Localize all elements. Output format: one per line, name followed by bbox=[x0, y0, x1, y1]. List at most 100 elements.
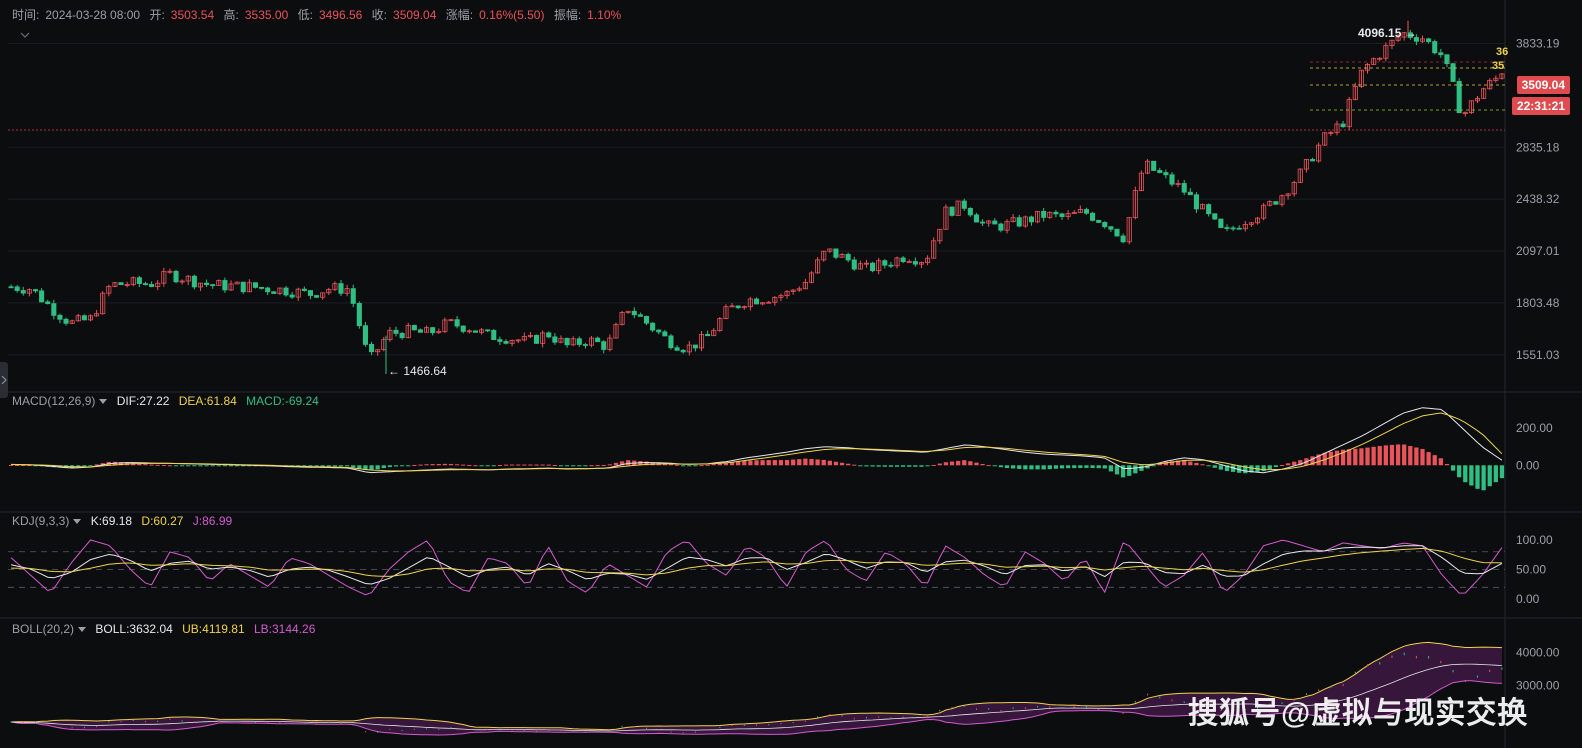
kdj-indicator-name[interactable]: KDJ(9,3,3) bbox=[12, 514, 70, 528]
boll-ub: UB:4119.81 bbox=[182, 622, 245, 636]
candle-body bbox=[448, 319, 454, 322]
macd-bar bbox=[88, 465, 93, 467]
candle-body bbox=[1212, 213, 1218, 220]
candle-body bbox=[717, 318, 723, 332]
candle-body bbox=[411, 325, 417, 331]
candle-body bbox=[1426, 38, 1432, 43]
boll-dropdown-icon[interactable] bbox=[78, 626, 87, 632]
macd-bar bbox=[797, 459, 802, 466]
candle-body bbox=[8, 286, 14, 289]
macd-bar bbox=[314, 465, 319, 467]
candle-body bbox=[662, 331, 668, 337]
macd-bar bbox=[913, 465, 918, 467]
candle-body bbox=[424, 327, 430, 333]
candle-body bbox=[955, 200, 961, 216]
candle-body bbox=[692, 344, 698, 349]
candle-body bbox=[1151, 160, 1157, 171]
macd-bar bbox=[791, 459, 796, 466]
macd-bar bbox=[467, 464, 472, 466]
boll-indicator-name[interactable]: BOLL(20,2) bbox=[12, 622, 75, 636]
macd-dropdown-icon[interactable] bbox=[99, 398, 108, 404]
arrow-right-icon: → bbox=[1404, 26, 1417, 40]
macd-bar bbox=[1010, 465, 1016, 469]
macd-bar bbox=[1432, 455, 1437, 466]
macd-bar bbox=[1322, 452, 1327, 466]
candle-body bbox=[222, 280, 228, 291]
macd-bar bbox=[901, 465, 906, 467]
macd-bar bbox=[357, 465, 362, 469]
candle-body bbox=[925, 257, 931, 264]
candle-body bbox=[350, 288, 356, 304]
macd-bar bbox=[344, 465, 350, 467]
kdj-tick-label: 50.00 bbox=[1516, 563, 1546, 577]
macd-bar bbox=[27, 465, 32, 467]
macd-bar bbox=[1017, 465, 1022, 469]
candle-body bbox=[1395, 36, 1401, 41]
candle-body bbox=[741, 306, 747, 309]
macd-bar bbox=[228, 465, 234, 467]
candle-body bbox=[399, 333, 405, 339]
candle-body bbox=[931, 240, 937, 259]
macd-bar bbox=[1023, 465, 1028, 470]
candle-body bbox=[472, 330, 478, 333]
collapse-chevron-icon[interactable] bbox=[20, 28, 30, 42]
macd-bar bbox=[1243, 465, 1248, 474]
candle-body bbox=[161, 271, 167, 284]
candle-body bbox=[1108, 226, 1114, 230]
candle-body bbox=[1389, 39, 1395, 46]
macd-tick-label: 0.00 bbox=[1516, 458, 1540, 472]
candle-body bbox=[778, 295, 784, 298]
candle-body bbox=[1285, 193, 1291, 197]
macd-bar bbox=[1206, 465, 1211, 467]
macd-bar bbox=[516, 464, 521, 466]
candle-body bbox=[497, 339, 503, 342]
kdj-d-line bbox=[11, 547, 1502, 577]
side-panel-handle[interactable] bbox=[0, 362, 8, 398]
macd-bar bbox=[491, 465, 496, 467]
candle-body bbox=[185, 275, 191, 282]
macd-bar bbox=[693, 465, 698, 467]
price-tick-label: 2835.18 bbox=[1516, 140, 1560, 154]
macd-bar bbox=[1285, 463, 1291, 466]
candle-body bbox=[39, 290, 45, 303]
candle-body bbox=[698, 334, 705, 349]
macd-bar bbox=[821, 459, 826, 466]
macd-bar bbox=[949, 461, 955, 466]
macd-bar bbox=[1163, 461, 1169, 466]
kdj-dropdown-icon[interactable] bbox=[73, 518, 82, 524]
candle-body bbox=[912, 261, 918, 265]
candle-body bbox=[1083, 209, 1089, 214]
macd-bar bbox=[118, 462, 124, 466]
macd-bar bbox=[412, 464, 417, 466]
candle-body bbox=[876, 260, 882, 272]
macd-bar bbox=[76, 465, 81, 468]
candle-body bbox=[1236, 227, 1242, 230]
macd-bar bbox=[839, 462, 845, 466]
candle-body bbox=[1303, 159, 1309, 170]
candle-body bbox=[1328, 132, 1334, 134]
candle-body bbox=[870, 262, 876, 272]
candle-body bbox=[1242, 223, 1248, 230]
candle-body bbox=[1401, 32, 1407, 38]
macd-bar bbox=[418, 464, 423, 466]
candle-body bbox=[94, 313, 100, 317]
candle-body bbox=[540, 332, 546, 344]
boll-header: BOLL(20,2) BOLL:3632.04 UB:4119.81 LB:31… bbox=[12, 622, 321, 636]
boll-panel bbox=[10, 641, 1503, 736]
candle-body bbox=[918, 262, 925, 265]
macd-indicator-name[interactable]: MACD(12,26,9) bbox=[12, 394, 96, 408]
macd-bar bbox=[998, 465, 1004, 468]
candle-body bbox=[1028, 216, 1034, 223]
candle-body bbox=[1163, 172, 1169, 176]
macd-bar bbox=[1481, 465, 1486, 491]
macd-bar bbox=[180, 465, 185, 467]
candle-body bbox=[772, 296, 778, 303]
candle-body bbox=[210, 284, 216, 287]
macd-bar bbox=[503, 464, 509, 466]
candle-body bbox=[1016, 217, 1022, 227]
macd-bar bbox=[784, 460, 790, 466]
macd-header: MACD(12,26,9) DIF:27.22 DEA:61.84 MACD:-… bbox=[12, 394, 325, 408]
macd-bar bbox=[1218, 465, 1224, 470]
macd-bar bbox=[1316, 454, 1321, 466]
